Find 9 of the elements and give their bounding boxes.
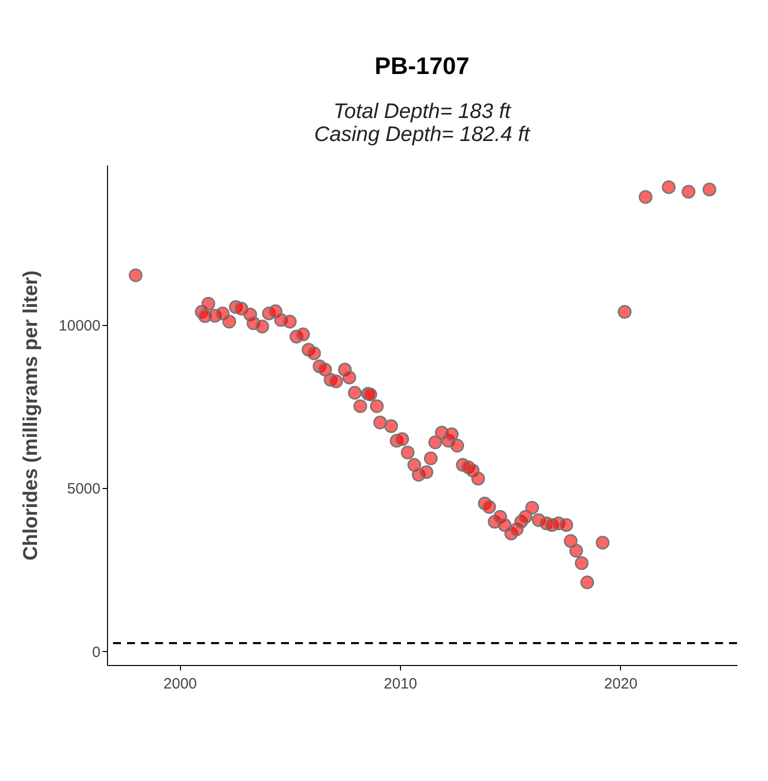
y-tick-label: 0 (92, 644, 100, 661)
y-tick-label: 10000 (58, 317, 100, 334)
y-axis-title: Chlorides (milligrams per liter) (20, 270, 42, 561)
chart-subtitle: Total Depth= 183 ft Casing Depth= 182.4 ft (314, 100, 531, 146)
y-tick-label: 5000 (67, 480, 100, 498)
x-tick-label: 2010 (384, 676, 418, 692)
x-tick-label: 2000 (164, 676, 197, 692)
chart-title: PB-1707 (374, 53, 470, 80)
x-tick-label: 2020 (604, 676, 638, 692)
